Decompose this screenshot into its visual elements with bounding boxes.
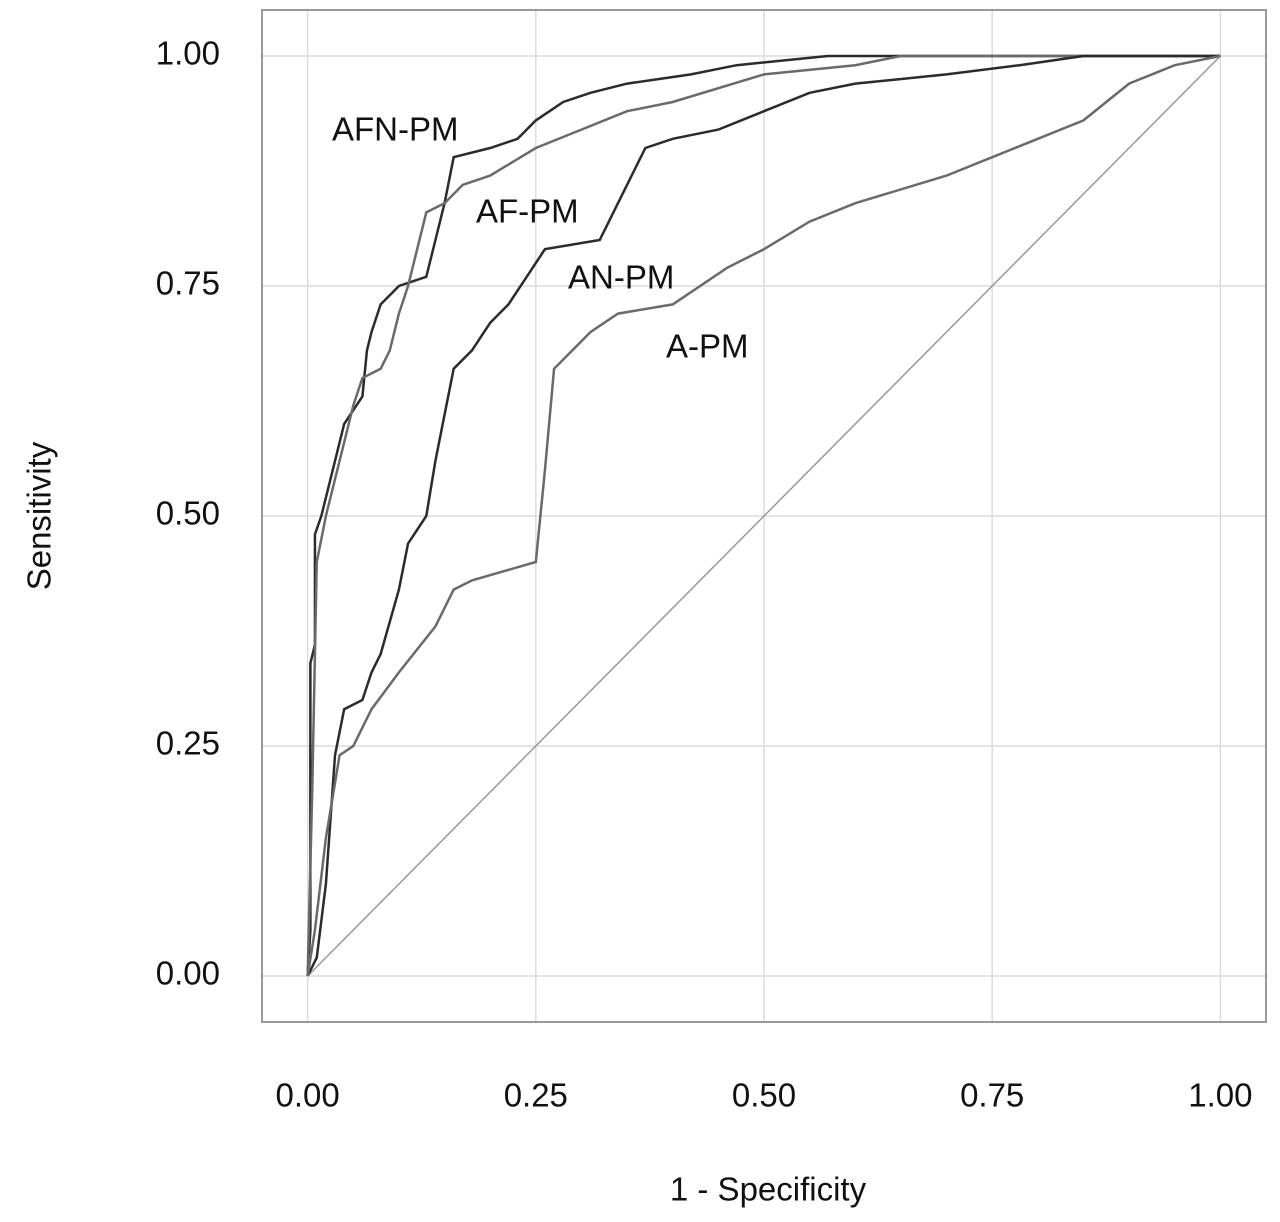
x-axis-label: 1 - Specificity (670, 1171, 867, 1208)
y-tick-label: 1.00 (156, 35, 220, 72)
y-tick-label: 0.25 (156, 725, 220, 762)
y-tick-label: 0.50 (156, 495, 220, 532)
curve-label: AF-PM (476, 193, 579, 230)
curve-label: AFN-PM (332, 111, 459, 148)
y-tick-label: 0.00 (156, 955, 220, 992)
x-tick-label: 1.00 (1188, 1077, 1252, 1114)
curve-label: A-PM (666, 328, 749, 365)
y-axis-label: Sensitivity (21, 441, 58, 590)
plot-border (261, 9, 1267, 1023)
x-tick-label: 0.50 (732, 1077, 796, 1114)
x-tick-label: 0.00 (276, 1077, 340, 1114)
x-tick-label: 0.25 (504, 1077, 568, 1114)
y-tick-label: 0.75 (156, 265, 220, 302)
roc-curve (306, 54, 1221, 977)
roc-curve (306, 54, 1221, 977)
roc-curve (306, 54, 1221, 977)
roc-curve (306, 54, 1221, 977)
curve-label: AN-PM (568, 259, 674, 296)
reference-diagonal (307, 55, 1221, 977)
x-tick-label: 0.75 (960, 1077, 1024, 1114)
